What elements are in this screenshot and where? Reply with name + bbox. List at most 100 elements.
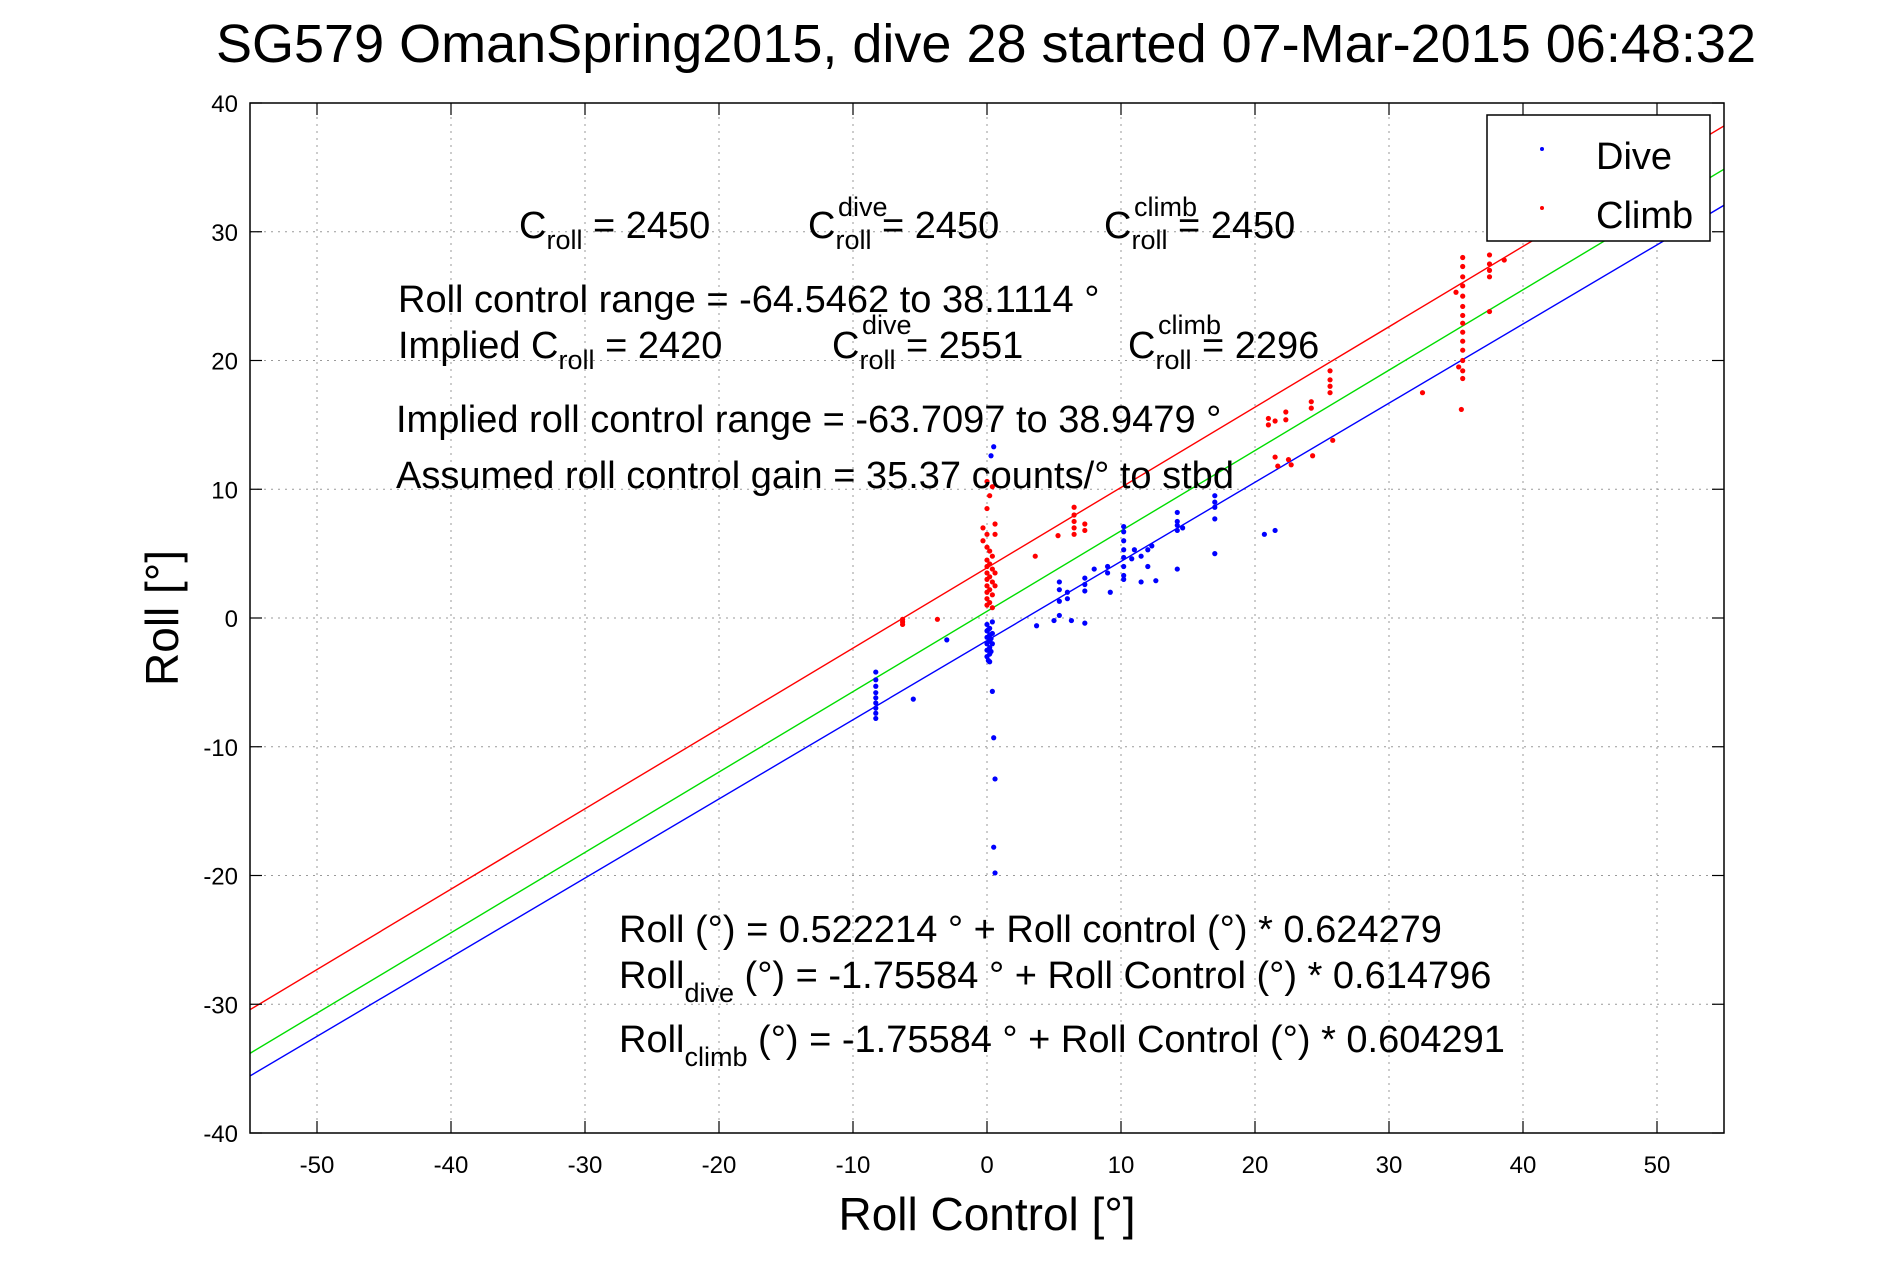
x-axis-label: Roll Control [°] (838, 1188, 1135, 1240)
dive-point (1051, 617, 1057, 624)
dive-point (1105, 570, 1111, 576)
climb-point (1486, 261, 1493, 267)
climb-point (1327, 383, 1333, 389)
climb-point (1071, 504, 1077, 510)
x-tick-label: 50 (1644, 1152, 1671, 1179)
x-tick-label: 10 (1108, 1152, 1135, 1179)
y-tick-label: 40 (211, 91, 238, 118)
dive-point (1064, 589, 1070, 595)
climb-point (989, 605, 995, 611)
legend-box (1486, 114, 1711, 242)
c-roll-dive-sup: dive (838, 192, 888, 222)
climb-point (1308, 405, 1314, 411)
c-roll-dive-annotation: Croll = 2450 (808, 205, 999, 255)
c-roll-climb-sup: climb (1134, 192, 1197, 222)
climb-point (1265, 422, 1271, 428)
climb-point (992, 531, 998, 537)
dive-point (992, 776, 998, 782)
climb-point (1460, 368, 1466, 374)
dive-point (873, 695, 879, 701)
dive-point (1121, 572, 1127, 579)
climb-point (1272, 418, 1278, 424)
dive-point (1174, 527, 1180, 534)
dive-point (1212, 499, 1218, 505)
climb-point (989, 579, 995, 585)
dive-point (991, 444, 997, 450)
climb-point (1460, 357, 1466, 364)
dive-point (988, 648, 994, 655)
legend-marker-dive (1540, 147, 1544, 151)
climb-point (1327, 377, 1333, 383)
climb-point (989, 592, 995, 598)
climb-point (1460, 274, 1466, 280)
dive-point (873, 715, 879, 722)
dive-point (992, 870, 998, 876)
dive-point (989, 630, 995, 637)
climb-point (1486, 274, 1493, 280)
climb-point (987, 599, 993, 606)
climb-point (1288, 462, 1294, 468)
roll-control-range: Roll control range = -64.5462 to 38.1114… (398, 279, 1099, 321)
climb-point (1327, 390, 1333, 396)
dive-point (987, 659, 993, 665)
implied-c-roll-dive: Croll = 2551 (832, 325, 1023, 375)
climb-point (899, 621, 906, 628)
dive-point (873, 700, 879, 706)
dive-point (873, 710, 879, 716)
climb-point (1460, 283, 1466, 289)
y-tick-label: -40 (203, 1121, 238, 1148)
dive-point (910, 696, 916, 702)
climb-point (934, 616, 941, 622)
dive-point (1174, 566, 1180, 572)
c-roll-climb-annotation: Croll = 2450 (1104, 205, 1295, 255)
climb-point (1330, 437, 1336, 443)
x-tick-label: 40 (1510, 1152, 1537, 1179)
climb-point (1285, 457, 1292, 463)
climb-point (1460, 293, 1466, 299)
climb-point (1460, 375, 1466, 382)
dive-point (873, 705, 879, 711)
c-roll-annotation: Croll = 2450 (519, 205, 710, 255)
climb-point (989, 566, 995, 572)
dive-point (1212, 493, 1218, 499)
dive-point (873, 669, 879, 675)
climb-point (1486, 267, 1493, 273)
climb-point (984, 478, 990, 485)
climb-point (992, 570, 998, 576)
climb-point (984, 583, 990, 589)
climb-point (1071, 525, 1077, 531)
climb-point (1265, 415, 1271, 422)
climb-point (1283, 409, 1289, 415)
dive-point (1138, 553, 1144, 559)
chart-title: SG579 OmanSpring2015, dive 28 started 07… (216, 14, 1756, 74)
fit-dive-line (250, 204, 1724, 1077)
implied-c-roll-dive-sup: dive (862, 310, 912, 340)
climb-point (980, 525, 986, 531)
climb-point (1082, 527, 1088, 534)
dive-point (989, 641, 995, 647)
dive-point (1212, 504, 1218, 510)
dive-point (1174, 522, 1180, 528)
dive-point (1261, 531, 1267, 537)
legend-marker-climb (1540, 206, 1544, 210)
dive-point (991, 735, 997, 741)
climb-point (1456, 364, 1462, 370)
dive-point (1068, 617, 1075, 624)
climb-point (992, 521, 998, 527)
equation-climb: Rollclimb (°) = -1.75584 ° + Roll Contro… (619, 1019, 1505, 1072)
y-tick-label: 0 (225, 606, 238, 633)
plot-area (250, 125, 1724, 1077)
implied-c-roll-climb-sup: climb (1158, 310, 1221, 340)
climb-point (987, 574, 993, 580)
climb-point (899, 616, 906, 622)
climb-point (987, 548, 993, 554)
x-tick-label: -30 (568, 1152, 603, 1179)
climb-point (1071, 531, 1077, 537)
dive-point (1121, 523, 1127, 530)
dive-point (1153, 578, 1159, 584)
climb-point (1071, 518, 1077, 525)
dive-point (1121, 547, 1127, 553)
dive-point (988, 453, 994, 459)
climb-point (1460, 312, 1466, 319)
